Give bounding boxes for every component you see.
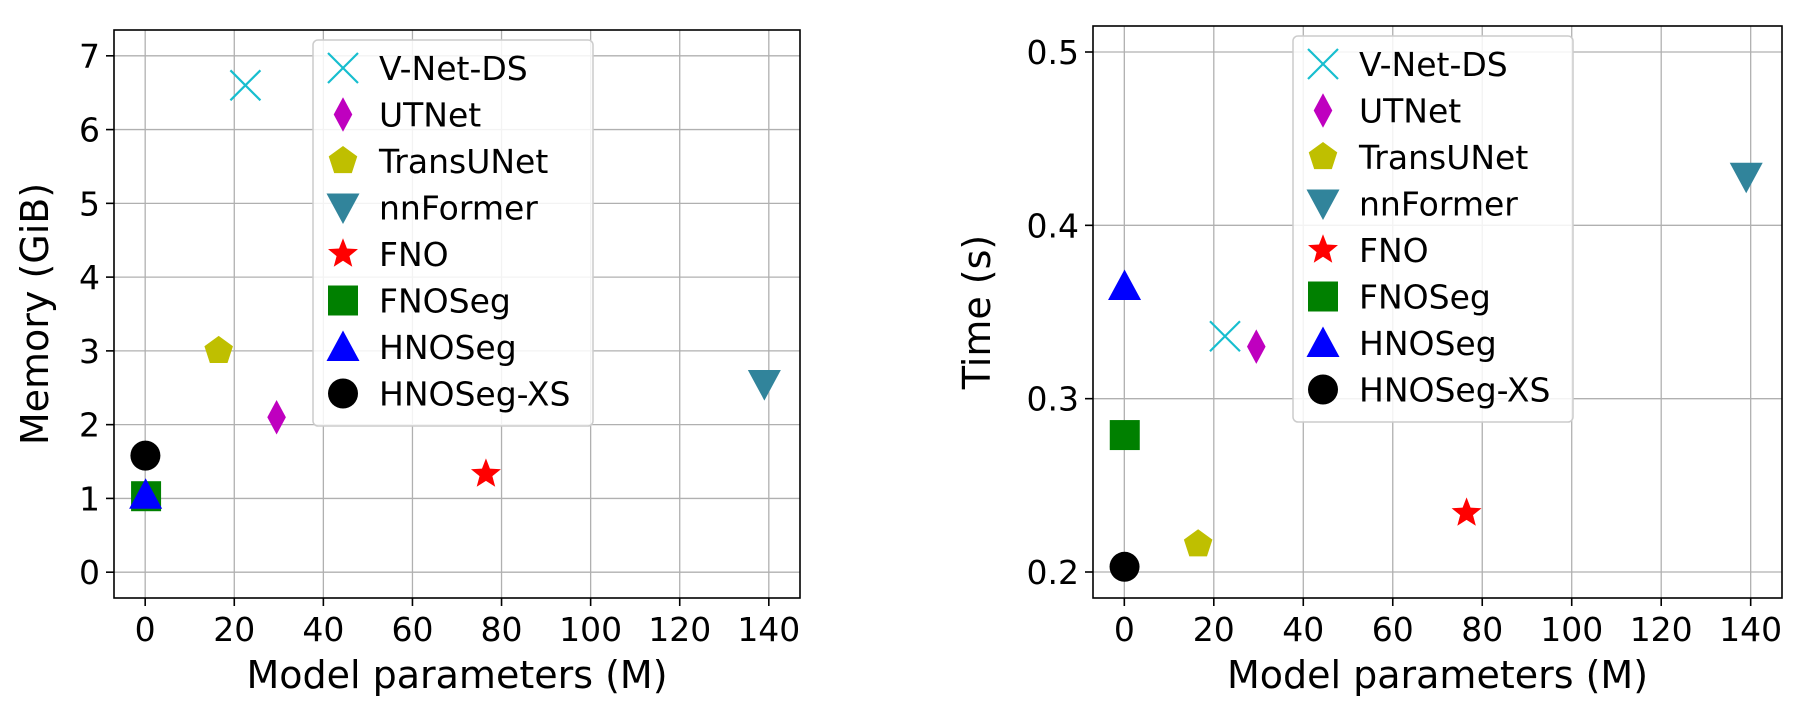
legend-marker-fno bbox=[1308, 234, 1338, 263]
legend-label-hnoseg: HNOSeg bbox=[1359, 324, 1497, 363]
point-fnoseg bbox=[1109, 420, 1140, 451]
point-hnoseg-xs bbox=[1109, 551, 1140, 582]
legend-marker-transunet bbox=[328, 146, 358, 174]
y-tick-label: 0 bbox=[79, 553, 100, 592]
x-tick-label: 40 bbox=[1282, 610, 1324, 649]
legend-marker-nnformer bbox=[326, 193, 360, 224]
point-utnet bbox=[267, 400, 286, 435]
x-tick-label: 0 bbox=[1114, 610, 1135, 649]
point-hnoseg bbox=[1108, 269, 1142, 301]
x-tick-label: 120 bbox=[1630, 610, 1693, 649]
legend-label-fno: FNO bbox=[379, 235, 449, 274]
x-tick-label: 100 bbox=[1540, 610, 1603, 649]
time-chart: 0 20 40 60 80 100 120 140 0.2 0.3 0.4 0.5 Model para… bbox=[955, 25, 1783, 697]
legend-marker-fno bbox=[328, 238, 358, 267]
y-tick-label: 6 bbox=[79, 111, 100, 150]
y-tick-label: 7 bbox=[79, 37, 100, 76]
legend-label-nnformer: nnFormer bbox=[1359, 185, 1518, 224]
x-tick-label: 100 bbox=[559, 610, 622, 649]
legend-marker-v-net-ds bbox=[327, 52, 359, 84]
point-fno bbox=[1451, 497, 1482, 526]
y-tick-label: 4 bbox=[79, 258, 100, 297]
legend-label-fno: FNO bbox=[1359, 231, 1429, 270]
x-tick-label: 20 bbox=[213, 610, 255, 649]
y-tick-label: 0.2 bbox=[1027, 553, 1079, 592]
x-tick-label: 80 bbox=[481, 610, 523, 649]
y-tick-label: 1 bbox=[79, 479, 100, 518]
point-v-net-ds bbox=[229, 69, 262, 102]
memory-chart: 0 20 40 60 80 100 120 140 0 1 2 3 4 5 6 7 Model paramete… bbox=[13, 29, 801, 697]
point-v-net-ds bbox=[1209, 320, 1241, 353]
point-hnoseg bbox=[129, 478, 163, 509]
legend-label-utnet: UTNet bbox=[379, 96, 481, 135]
legend-label-v-net-ds: V-Net-DS bbox=[1359, 45, 1508, 84]
legend-marker-v-net-ds bbox=[1307, 48, 1339, 80]
point-nnformer bbox=[747, 370, 781, 401]
y-tick-label: 0.5 bbox=[1027, 33, 1079, 72]
legend-marker-hnoseg-xs bbox=[1308, 374, 1338, 405]
legend-label-hnoseg-xs: HNOSeg-XS bbox=[379, 375, 571, 414]
legend-label-transunet: TransUNet bbox=[378, 142, 548, 181]
point-fno bbox=[470, 458, 501, 487]
x-axis-label: Model parameters (M) bbox=[1227, 653, 1648, 697]
legend-label-hnoseg-xs: HNOSeg-XS bbox=[1359, 371, 1551, 410]
y-tick-label: 5 bbox=[79, 184, 100, 223]
x-tick-label: 60 bbox=[1372, 610, 1414, 649]
x-tick-label: 140 bbox=[1719, 610, 1782, 649]
legend-marker-fnoseg bbox=[1308, 281, 1338, 312]
x-tick-label: 20 bbox=[1193, 610, 1235, 649]
legend-label-v-net-ds: V-Net-DS bbox=[379, 49, 528, 88]
point-transunet bbox=[204, 335, 233, 364]
legend-marker-utnet bbox=[1313, 93, 1333, 128]
plot-frame bbox=[1092, 25, 1783, 599]
legend-label-nnformer: nnFormer bbox=[379, 189, 538, 228]
y-axis-label: Time (s) bbox=[955, 235, 999, 391]
x-axis-label: Model parameters (M) bbox=[246, 653, 667, 697]
legend-box bbox=[312, 39, 594, 427]
legend-marker-hnoseg bbox=[326, 330, 360, 362]
point-nnformer bbox=[1729, 162, 1763, 194]
legend-marker-fnoseg bbox=[328, 285, 358, 316]
y-axis-label: Memory (GiB) bbox=[13, 183, 57, 445]
legend-marker-utnet bbox=[333, 97, 353, 132]
point-transunet bbox=[1183, 529, 1213, 557]
x-tick-label: 80 bbox=[1461, 610, 1503, 649]
x-tick-label: 0 bbox=[135, 610, 156, 649]
legend-label-transunet: TransUNet bbox=[1358, 138, 1528, 177]
x-tick-label: 40 bbox=[302, 610, 344, 649]
legend-marker-hnoseg-xs bbox=[328, 378, 358, 409]
point-hnoseg-xs bbox=[130, 440, 161, 471]
x-tick-label: 120 bbox=[648, 610, 711, 649]
legend: V-Net-DS UTNet TransUNet nnFormer FNO FNOSeg H… bbox=[312, 39, 594, 427]
y-tick-label: 3 bbox=[79, 332, 100, 371]
legend-marker-transunet bbox=[1308, 142, 1338, 170]
y-tick-label: 0.3 bbox=[1027, 380, 1079, 419]
legend-label-fnoseg: FNOSeg bbox=[1359, 278, 1491, 317]
x-tick-label: 60 bbox=[391, 610, 433, 649]
x-tick-label: 140 bbox=[737, 610, 800, 649]
legend: V-Net-DS UTNet TransUNet nnFormer FNO FNOSeg H… bbox=[1292, 35, 1574, 423]
legend-label-utnet: UTNet bbox=[1359, 92, 1461, 131]
plot-frame bbox=[113, 29, 801, 599]
y-tick-label: 2 bbox=[79, 406, 100, 445]
legend-label-hnoseg: HNOSeg bbox=[379, 328, 517, 367]
y-tick-label: 0.4 bbox=[1027, 206, 1079, 245]
point-utnet bbox=[1247, 329, 1266, 364]
legend-label-fnoseg: FNOSeg bbox=[379, 282, 511, 321]
legend-marker-hnoseg bbox=[1306, 326, 1340, 358]
legend-box bbox=[1292, 35, 1574, 423]
legend-marker-nnformer bbox=[1306, 189, 1340, 220]
